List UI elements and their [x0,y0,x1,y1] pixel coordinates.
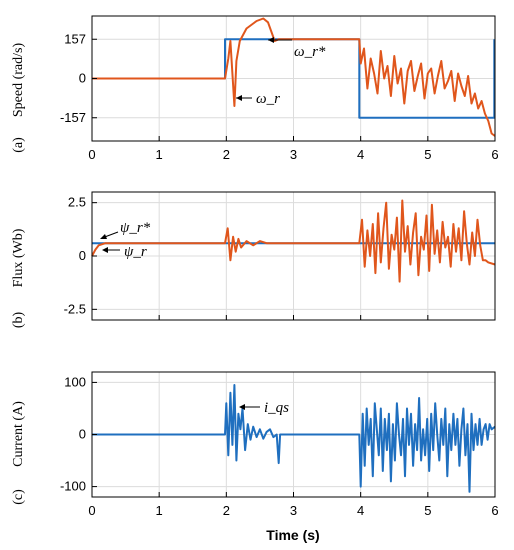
panel-a-series-actual [92,17,496,137]
panel-a-ylabel: Speed (rad/s) [11,43,26,118]
psi-ref-annotation: ψ_r* [120,220,151,236]
panel-a-xtick-label-4: 4 [357,147,364,162]
panel-b-ytick-label-2: 2.5 [68,195,86,210]
omega-actual-annotation: ω_r [256,91,280,107]
panel-b-ylabel: Flux (Wb) [11,228,26,287]
panel-a-xtick-label-2: 2 [223,147,230,162]
omega-actual-arrowhead [236,95,242,101]
panel-a-ytick-label-2: 157 [64,31,86,46]
panel-c-ytick-label-0: -100 [60,479,86,494]
panel-b-series-actual [91,199,496,283]
panel-a-xtick-label-6: 6 [491,147,498,162]
panel-b-series [91,199,496,283]
panel-c-xtick-label-6: 6 [491,503,498,518]
panel-a-ticks: -157 0 157 0 1 2 3 4 5 6 [60,31,499,162]
panel-a-xtick-label-0: 0 [88,147,95,162]
psi-ref-arrowhead [100,234,107,239]
panel-c-ytick-label-1: 0 [79,427,86,442]
panel-b-grid [91,192,496,320]
panel-a-xtick-label-3: 3 [290,147,297,162]
iqs-arrowhead [239,404,245,410]
psi-actual-arrowhead [102,247,108,253]
panel-a-ytick-label-0: -157 [60,110,86,125]
panel-c-label: (c) [11,489,26,505]
panel-b-ticks: -2.5 0 2.5 [64,195,496,320]
panel-c-xtick-label-5: 5 [424,503,431,518]
panel-c-xtick-label-4: 4 [357,503,364,518]
panel-c-xtick-label-3: 3 [290,503,297,518]
panel-c-xtick-label-1: 1 [156,503,163,518]
panel-c-series [92,384,496,493]
psi-actual-annotation: ψ_r [124,244,147,260]
panel-c-ylabel: Current (A) [11,401,26,467]
panel-a-xtick-label-1: 1 [156,147,163,162]
panel-a-xtick-label-5: 5 [424,147,431,162]
panel-c-series-current [92,384,496,493]
panel-a-ytick-label-1: 0 [79,71,86,86]
panel-b-label: (b) [11,312,26,329]
omega-ref-annotation: ω_r* [294,44,326,60]
panel-c-xtick-label-0: 0 [88,503,95,518]
panel-b-ytick-label-1: 0 [79,248,86,263]
panel-b-ytick-label-0: -2.5 [64,301,86,316]
panel-c-xtick-label-2: 2 [223,503,230,518]
omega-ref-arrowhead [268,37,274,43]
panel-a-series [92,17,496,137]
panel-b: -2.5 0 2.5 Flux (Wb) (b) ψ_r* ψ_r [11,191,496,329]
panel-a: -157 0 157 0 1 2 3 4 5 6 Speed (rad/s) (a) ω_r* ω… [11,15,499,162]
x-axis-label: Time (s) [266,527,319,543]
panel-c-ytick-label-2: 100 [64,374,86,389]
iqs-annotation: i_qs [264,400,289,416]
panel-a-label: (a) [11,137,26,153]
